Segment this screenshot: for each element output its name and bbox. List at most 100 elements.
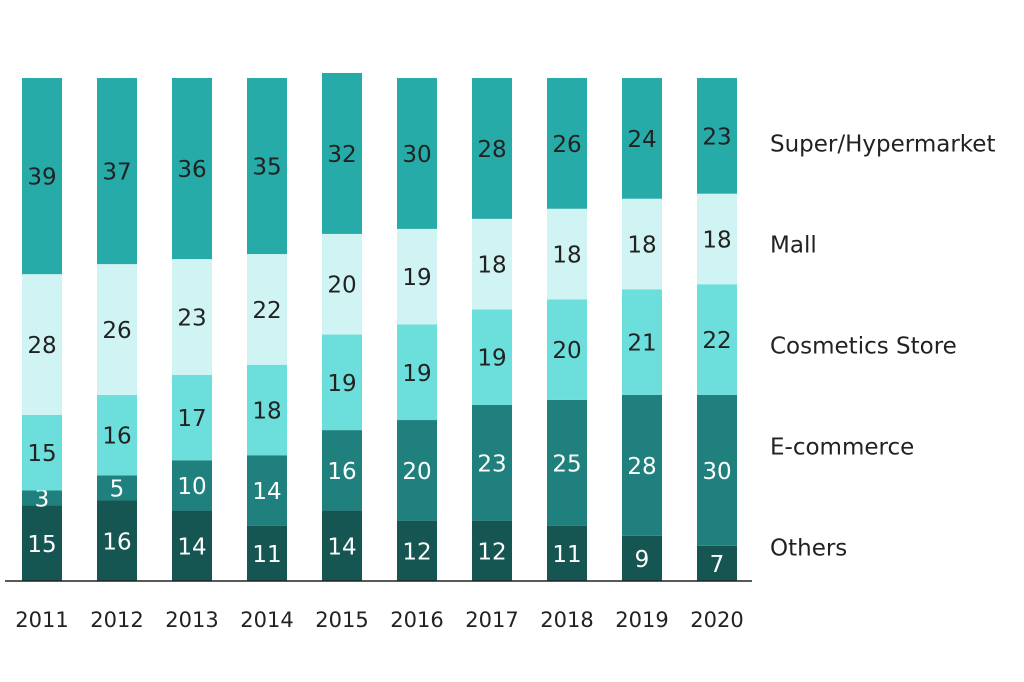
bar-segment bbox=[697, 284, 737, 395]
x-tick-label: 2013 bbox=[165, 608, 218, 632]
bar-segment bbox=[322, 510, 362, 581]
value-label: 20 bbox=[552, 338, 581, 364]
x-tick-label: 2015 bbox=[315, 608, 368, 632]
value-label: 15 bbox=[27, 441, 56, 467]
bar-segment bbox=[697, 78, 737, 194]
bar-segment bbox=[97, 394, 137, 476]
value-label: 19 bbox=[402, 361, 431, 387]
bar-segment bbox=[622, 198, 662, 290]
value-label: 12 bbox=[402, 539, 431, 565]
legend-label: Cosmetics Store bbox=[770, 334, 957, 360]
bar-segment bbox=[397, 228, 437, 325]
bar-segment bbox=[622, 78, 662, 199]
value-label: 25 bbox=[552, 451, 581, 477]
value-label: 14 bbox=[327, 534, 356, 560]
bar-segment bbox=[322, 334, 362, 431]
value-label: 28 bbox=[627, 454, 656, 480]
value-label: 21 bbox=[627, 331, 656, 357]
bar-segment bbox=[547, 208, 587, 300]
legend-label: Others bbox=[770, 536, 847, 562]
value-label: 11 bbox=[552, 542, 581, 568]
x-tick-label: 2017 bbox=[465, 608, 518, 632]
value-label: 18 bbox=[252, 398, 281, 424]
bar-segment bbox=[247, 455, 287, 526]
value-label: 10 bbox=[177, 474, 206, 500]
value-label: 19 bbox=[477, 346, 506, 372]
value-label: 23 bbox=[702, 124, 731, 150]
bar-segment bbox=[622, 394, 662, 536]
bar-segment bbox=[22, 415, 62, 491]
bar-segment bbox=[547, 399, 587, 526]
bar-segment bbox=[247, 254, 287, 365]
bar-segment bbox=[547, 299, 587, 400]
bar-segment bbox=[472, 309, 512, 405]
bar-segment bbox=[322, 233, 362, 335]
bar-segment bbox=[172, 374, 212, 461]
bar-segment bbox=[247, 364, 287, 456]
x-tick-label: 2020 bbox=[690, 608, 743, 632]
x-tick-label: 2011 bbox=[15, 608, 68, 632]
bar-segment bbox=[472, 218, 512, 310]
value-label: 39 bbox=[27, 165, 56, 191]
bar-segment bbox=[247, 78, 287, 255]
bar-segment bbox=[697, 394, 737, 546]
value-label: 19 bbox=[327, 371, 356, 397]
bar-segment bbox=[547, 78, 587, 209]
bar-segment bbox=[172, 460, 212, 511]
x-tick-label: 2014 bbox=[240, 608, 293, 632]
value-label: 26 bbox=[102, 318, 131, 344]
x-tick-label: 2016 bbox=[390, 608, 443, 632]
value-label: 20 bbox=[327, 273, 356, 299]
bar-segment bbox=[397, 78, 437, 229]
bar-segment bbox=[697, 545, 737, 581]
bar-segment bbox=[97, 475, 137, 501]
value-label: 18 bbox=[552, 243, 581, 269]
value-label: 3 bbox=[35, 487, 50, 513]
bar-segment bbox=[397, 420, 437, 521]
bar-segment bbox=[472, 404, 512, 521]
bar-segment bbox=[172, 78, 212, 260]
x-tick-label: 2012 bbox=[90, 608, 143, 632]
bar-segment bbox=[22, 490, 62, 506]
value-label: 23 bbox=[477, 451, 506, 477]
value-label: 16 bbox=[102, 424, 131, 450]
value-label: 18 bbox=[627, 232, 656, 258]
bar-segment bbox=[97, 78, 137, 265]
value-label: 23 bbox=[177, 305, 206, 331]
value-label: 24 bbox=[627, 127, 656, 153]
bar-segment bbox=[622, 289, 662, 395]
bar-segment bbox=[472, 520, 512, 581]
bar-segment bbox=[97, 500, 137, 581]
value-label: 19 bbox=[402, 265, 431, 291]
value-label: 30 bbox=[402, 142, 431, 168]
value-label: 5 bbox=[110, 476, 125, 502]
value-label: 9 bbox=[635, 547, 650, 573]
value-label: 22 bbox=[702, 328, 731, 354]
value-label: 11 bbox=[252, 542, 281, 568]
bar-segment bbox=[472, 78, 512, 219]
value-label: 18 bbox=[702, 227, 731, 253]
value-label: 14 bbox=[252, 479, 281, 505]
bar-segment bbox=[22, 274, 62, 416]
bar-segment bbox=[172, 259, 212, 375]
bar-segment bbox=[22, 78, 62, 275]
value-label: 28 bbox=[477, 137, 506, 163]
legend-label: Super/Hypermarket bbox=[770, 132, 995, 158]
value-label: 26 bbox=[552, 132, 581, 158]
value-label: 20 bbox=[402, 459, 431, 485]
x-tick-label: 2018 bbox=[540, 608, 593, 632]
value-label: 35 bbox=[252, 155, 281, 181]
bar-segment bbox=[172, 510, 212, 581]
bar-segment bbox=[22, 505, 62, 581]
value-label: 22 bbox=[252, 298, 281, 324]
value-label: 37 bbox=[102, 160, 131, 186]
bar-segment bbox=[397, 324, 437, 421]
bar-segment bbox=[97, 264, 137, 395]
value-label: 14 bbox=[177, 534, 206, 560]
value-label: 16 bbox=[102, 529, 131, 555]
value-label: 28 bbox=[27, 333, 56, 359]
bar-segment bbox=[397, 520, 437, 581]
value-label: 16 bbox=[327, 459, 356, 485]
bar-segment bbox=[697, 193, 737, 285]
